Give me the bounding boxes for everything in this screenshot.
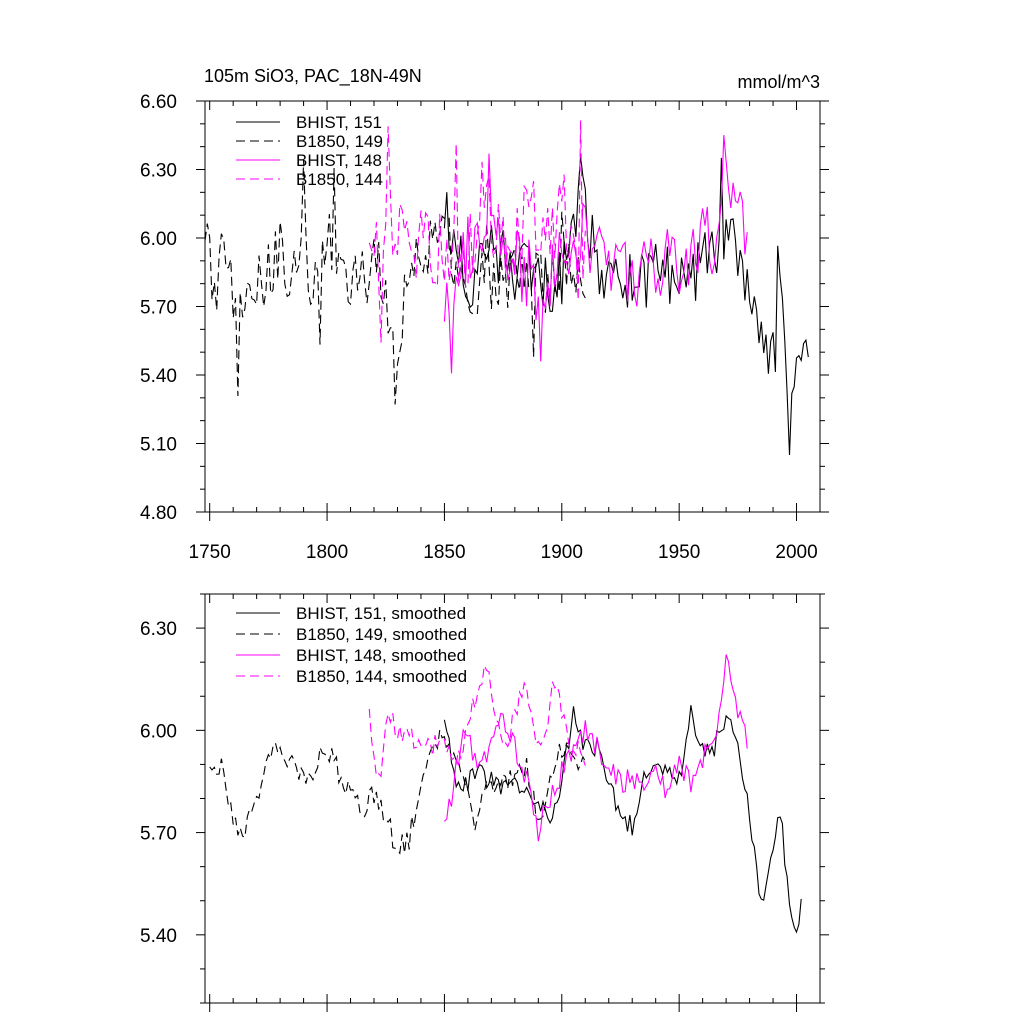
- x-tick-label: 1850: [423, 542, 465, 563]
- legend-entry-label: B1850, 149, smoothed: [296, 625, 467, 644]
- y-tick-label: 6.30: [140, 619, 177, 640]
- x-tick-label: 1800: [306, 542, 348, 563]
- legend: BHIST, 151, smoothed B1850, 149, smoothed…: [236, 604, 467, 686]
- legend-entry-label: B1850, 144, smoothed: [296, 667, 467, 686]
- legend-entry-label: B1850, 149: [296, 132, 383, 151]
- legend-entry-label: B1850, 144: [296, 170, 383, 189]
- y-tick-label: 6.00: [140, 229, 177, 250]
- axes: 5.40 5.70 6.00 6.30: [140, 593, 829, 1012]
- x-tick-label: 1900: [541, 542, 583, 563]
- y-tick-label: 5.40: [140, 366, 177, 387]
- series-line-bhist-148: [443, 135, 748, 374]
- y-tick-label: 6.30: [140, 161, 177, 182]
- series-line-b1850-149: [204, 159, 586, 405]
- legend-entry-label: BHIST, 151, smoothed: [296, 604, 466, 623]
- series-line-b1850-144: [368, 120, 586, 343]
- y-tick-label: 5.10: [140, 435, 177, 456]
- top-panel: 105m SiO3, PAC_18N-49N mmol/m^3 1750 1800…: [140, 66, 829, 563]
- legend-entry-label: BHIST, 148: [296, 151, 382, 170]
- chart-title: 105m SiO3, PAC_18N-49N: [204, 66, 422, 87]
- y-tick-label: 5.70: [140, 298, 177, 319]
- y-tick-label: 6.60: [140, 92, 177, 113]
- series-group: [204, 120, 809, 456]
- legend-entry-label: BHIST, 151: [296, 113, 382, 132]
- y-tick-label: 4.80: [140, 503, 177, 524]
- series-line-bhist-151-smoothed: [443, 705, 802, 934]
- series-line-bhist-151: [443, 156, 809, 456]
- legend-entry-label: BHIST, 148, smoothed: [296, 646, 466, 665]
- y-tick-label: 5.40: [140, 926, 177, 947]
- y-tick-label: 5.70: [140, 824, 177, 845]
- series-group: [209, 654, 802, 934]
- x-tick-label: 2000: [775, 542, 817, 563]
- x-tick-label: 1950: [658, 542, 700, 563]
- series-line-bhist-148-smoothed: [444, 654, 748, 842]
- axes: 1750 1800 1850 1900 1950 2000 4.80 5.10 5.40 5.70…: [140, 92, 829, 563]
- series-line-b1850-144-smoothed: [368, 663, 586, 778]
- x-tick-label: 1750: [189, 542, 231, 563]
- y-tick-label: 6.00: [140, 721, 177, 742]
- units-label: mmol/m^3: [738, 72, 820, 92]
- series-line-b1850-149-smoothed: [209, 730, 586, 855]
- bottom-panel: 5.40 5.70 6.00 6.30 BHIST, 151, smoothed B18…: [140, 593, 829, 1012]
